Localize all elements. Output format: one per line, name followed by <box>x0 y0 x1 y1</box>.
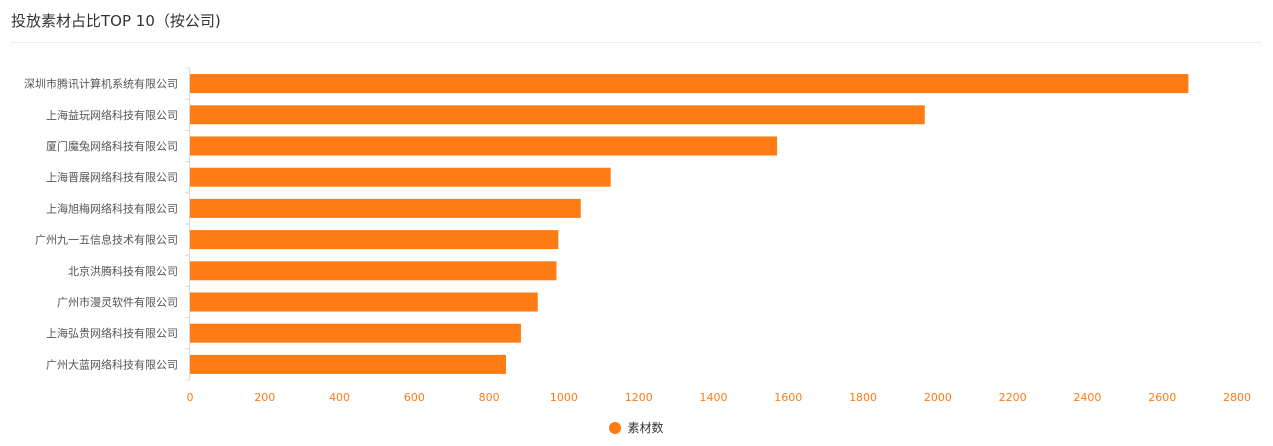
bar <box>190 230 559 250</box>
bar <box>190 261 557 281</box>
x-tick-label: 2800 <box>1223 391 1251 404</box>
x-tick-label: 2200 <box>999 391 1027 404</box>
y-tick-label: 上海益玩网络科技有限公司 <box>46 108 178 122</box>
legend-marker <box>609 421 622 434</box>
chart-legend[interactable]: 素材数 <box>0 419 1273 439</box>
x-tick-label: 1200 <box>625 391 653 404</box>
x-tick-label: 800 <box>479 391 500 404</box>
x-tick-label: 2600 <box>1148 391 1176 404</box>
x-tick-label: 1800 <box>849 391 877 404</box>
legend-item[interactable]: 素材数 <box>609 419 664 436</box>
x-tick-label: 600 <box>404 391 425 404</box>
x-tick-label: 2400 <box>1073 391 1101 404</box>
y-tick-label: 广州市漫灵软件有限公司 <box>57 295 178 309</box>
y-tick-label: 厦门魔兔网络科技有限公司 <box>46 139 178 153</box>
bar <box>190 167 611 187</box>
header-divider <box>10 42 1262 43</box>
x-tick-label: 400 <box>329 391 350 404</box>
panel-title: 投放素材占比TOP 10（按公司) <box>11 12 221 30</box>
bar <box>190 198 581 218</box>
bar <box>190 354 506 374</box>
x-tick-label: 1400 <box>700 391 728 404</box>
x-tick-label: 1600 <box>774 391 802 404</box>
bar <box>190 105 925 125</box>
x-tick-label: 0 <box>187 391 194 404</box>
bar <box>190 74 1189 94</box>
y-tick-label: 北京洪腾科技有限公司 <box>68 264 178 278</box>
y-tick-label: 深圳市腾讯计算机系统有限公司 <box>24 77 178 91</box>
y-tick-label: 广州大蓝网络科技有限公司 <box>46 357 178 371</box>
y-tick-label: 上海旭梅网络科技有限公司 <box>46 201 178 215</box>
x-tick-label: 1000 <box>550 391 578 404</box>
panel-header: 投放素材占比TOP 10（按公司) <box>0 0 1273 43</box>
y-tick-label: 上海晋展网络科技有限公司 <box>46 170 178 184</box>
bar <box>190 292 538 312</box>
legend-label: 素材数 <box>627 421 664 435</box>
bar <box>190 323 521 343</box>
x-tick-label: 2000 <box>924 391 952 404</box>
x-tick-label: 200 <box>254 391 275 404</box>
y-tick-label: 广州九一五信息技术有限公司 <box>35 233 178 247</box>
bar <box>190 136 778 156</box>
y-tick-label: 上海弘贵网络科技有限公司 <box>46 326 178 340</box>
